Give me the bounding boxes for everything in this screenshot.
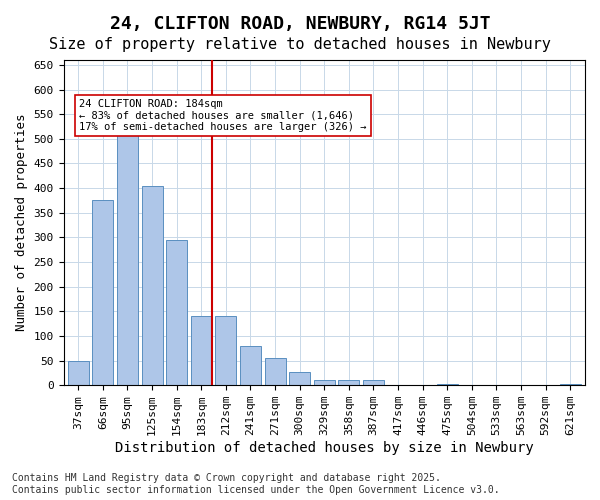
Text: 24, CLIFTON ROAD, NEWBURY, RG14 5JT: 24, CLIFTON ROAD, NEWBURY, RG14 5JT (110, 15, 490, 33)
Bar (289, 372, 310, 385)
Bar (117, 129, 138, 385)
Bar (338, 380, 359, 385)
Bar (314, 380, 335, 385)
X-axis label: Distribution of detached houses by size in Newbury: Distribution of detached houses by size … (115, 441, 533, 455)
Bar (68, 360, 89, 385)
Bar (363, 380, 384, 385)
Bar (437, 384, 458, 385)
Y-axis label: Number of detached properties: Number of detached properties (15, 114, 28, 332)
Bar (265, 358, 286, 385)
Bar (560, 384, 581, 385)
Text: 24 CLIFTON ROAD: 184sqm
← 83% of detached houses are smaller (1,646)
17% of semi: 24 CLIFTON ROAD: 184sqm ← 83% of detache… (79, 99, 367, 132)
Text: Contains HM Land Registry data © Crown copyright and database right 2025.
Contai: Contains HM Land Registry data © Crown c… (12, 474, 500, 495)
Bar (166, 240, 187, 385)
Bar (240, 346, 261, 385)
Text: Size of property relative to detached houses in Newbury: Size of property relative to detached ho… (49, 38, 551, 52)
Bar (142, 186, 163, 385)
Bar (92, 200, 113, 385)
Bar (215, 316, 236, 385)
Bar (191, 316, 212, 385)
